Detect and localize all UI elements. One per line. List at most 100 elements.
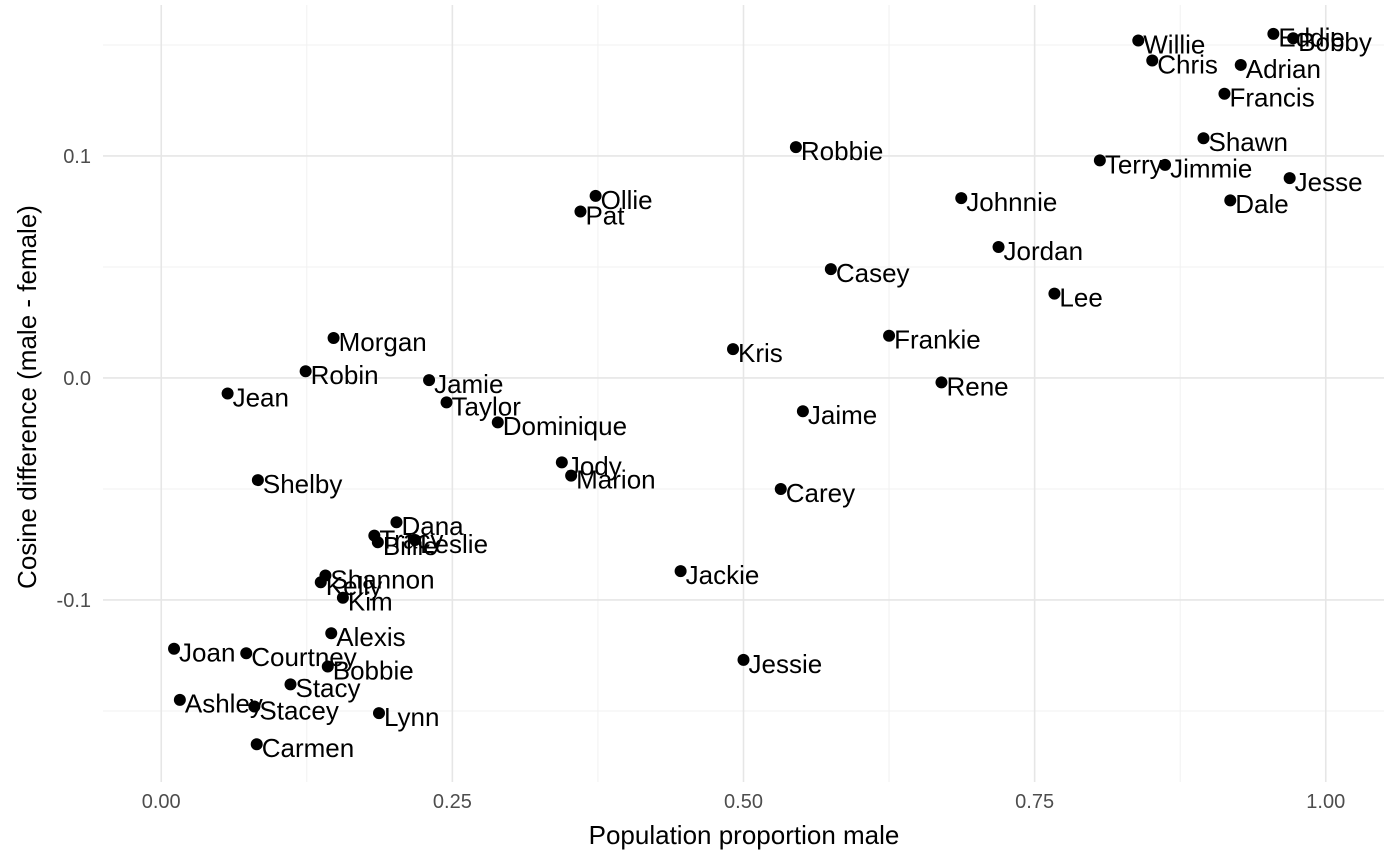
data-label: Rene <box>946 371 1008 401</box>
data-point <box>992 240 1005 253</box>
data-label: Robbie <box>801 136 883 166</box>
data-point <box>555 456 568 469</box>
x-axis-ticks: 0.00 0.25 0.50 0.75 1.00 <box>142 791 1345 813</box>
data-point <box>589 189 602 202</box>
data-label: Shawn <box>1208 127 1288 157</box>
data-point <box>240 647 253 660</box>
y-tick-label: 0.0 <box>63 368 91 390</box>
data-label: Terry <box>1105 149 1163 179</box>
data-label: Ollie <box>601 185 653 215</box>
data-point <box>1218 87 1231 100</box>
data-point <box>1224 194 1237 207</box>
data-point <box>250 738 263 751</box>
data-label: Joan <box>179 638 235 668</box>
data-point <box>824 263 837 276</box>
data-label: Marion <box>576 465 655 495</box>
data-point <box>1048 287 1061 300</box>
data-point <box>955 192 968 205</box>
data-label: Kelly <box>326 571 382 601</box>
data-label: Stacey <box>259 695 339 725</box>
data-label: Jean <box>233 382 289 412</box>
data-label: Eddie <box>1278 23 1345 53</box>
data-label: Dana <box>401 511 464 541</box>
data-point <box>314 576 327 589</box>
data-label: Dominique <box>503 411 627 441</box>
data-point <box>409 534 422 547</box>
data-label: Courtney <box>251 642 356 672</box>
data-point <box>935 376 948 389</box>
data-point <box>1234 58 1247 71</box>
data-label: Adrian <box>1246 54 1321 84</box>
data-label: Bobby <box>1298 27 1372 57</box>
data-label: Shannon <box>330 564 434 594</box>
data-label: Francis <box>1229 83 1314 113</box>
data-label: Morgan <box>339 327 427 357</box>
data-label: Carey <box>786 478 855 508</box>
data-label: Lynn <box>384 702 439 732</box>
data-point <box>1283 172 1296 185</box>
data-point <box>372 707 385 720</box>
y-tick-label: 0.1 <box>63 146 91 168</box>
data-label: Pat <box>585 200 625 230</box>
data-label: Carmen <box>262 733 354 763</box>
data-label: Stacy <box>295 673 360 703</box>
data-point <box>221 387 234 400</box>
data-point <box>284 678 297 691</box>
x-axis-title: Population proportion male <box>589 820 900 850</box>
data-label: Shelby <box>263 469 343 499</box>
data-point <box>574 205 587 218</box>
data-point <box>371 536 384 549</box>
grid <box>103 5 1384 782</box>
data-label: Jimmie <box>1170 154 1252 184</box>
x-tick-label: 1.00 <box>1306 791 1345 813</box>
data-label: Lee <box>1059 282 1102 312</box>
data-point <box>674 565 687 578</box>
x-tick-label: 0.25 <box>433 791 472 813</box>
data-point <box>883 329 896 342</box>
data-point <box>1197 132 1210 145</box>
data-label: Jody <box>567 451 622 481</box>
data-label: Tracy <box>379 524 443 554</box>
x-tick-label: 0.50 <box>724 791 763 813</box>
data-point <box>327 332 340 344</box>
data-label: Willie <box>1143 29 1205 59</box>
data-point <box>390 516 403 529</box>
data-label: Taylor <box>452 391 522 421</box>
data-label: Kim <box>348 587 393 617</box>
data-point <box>1132 34 1145 47</box>
data-point <box>336 591 349 604</box>
data-point <box>248 700 261 713</box>
data-label: Robin <box>311 360 379 390</box>
x-tick-label: 0.00 <box>142 791 181 813</box>
data-point <box>325 627 338 640</box>
data-point <box>565 469 578 482</box>
data-point <box>789 141 802 154</box>
data-label: Casey <box>836 258 910 288</box>
data-point <box>1159 158 1172 171</box>
data-point <box>423 374 436 387</box>
data-point <box>299 365 312 378</box>
data-label: Chris <box>1157 49 1218 79</box>
data-label: Jordan <box>1004 236 1083 266</box>
data-label: Billie <box>383 531 438 561</box>
data-point <box>440 396 453 409</box>
data-label: Dale <box>1235 189 1288 219</box>
data-label: Jaime <box>808 400 877 430</box>
data-label: Jackie <box>686 560 760 590</box>
data-label: Jessie <box>749 649 823 679</box>
data-point <box>796 405 809 418</box>
data-point <box>1093 154 1106 167</box>
data-label: Alexis <box>336 622 405 652</box>
data-point <box>727 343 740 356</box>
data-label: Ashley <box>185 689 263 719</box>
data-label: Leslie <box>420 529 488 559</box>
data-point <box>168 642 181 655</box>
data-label: Frankie <box>894 325 981 355</box>
y-tick-label: -0.1 <box>57 590 91 612</box>
data-point <box>1146 54 1159 67</box>
data-label: Jamie <box>434 369 503 399</box>
data-label: Bobbie <box>333 655 414 685</box>
y-axis-ticks: -0.1 0.0 0.1 <box>57 146 91 612</box>
